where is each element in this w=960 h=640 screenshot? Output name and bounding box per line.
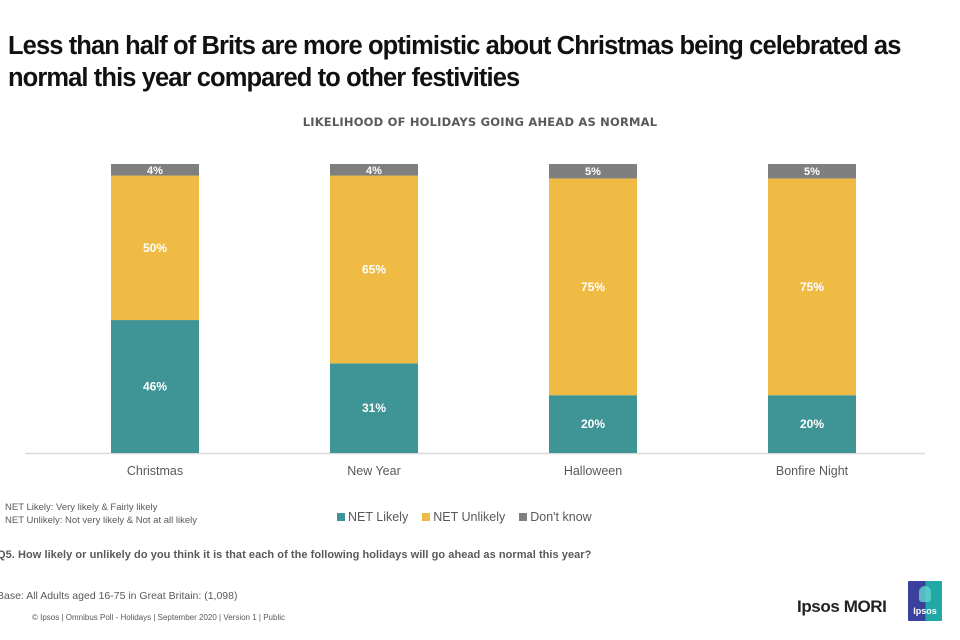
data-label-halloween-net-unlikely: 75% bbox=[581, 280, 605, 294]
logo-head-shape bbox=[919, 586, 931, 602]
bar-segment-new-year-net-unlikely bbox=[330, 175, 418, 364]
data-label-halloween-net-likely: 20% bbox=[581, 417, 605, 431]
bar-segment-christmas-net-unlikely bbox=[111, 175, 199, 321]
x-tick-label-new-year: New Year bbox=[347, 464, 401, 478]
survey-question: Q5. How likely or unlikely do you think … bbox=[0, 549, 592, 561]
bar-segment-bonfire-night-net-likely bbox=[768, 395, 856, 453]
legend-swatch-dont-know bbox=[519, 513, 528, 521]
data-label-new-year-net-likely: 31% bbox=[362, 401, 386, 415]
data-label-christmas-net-likely: 46% bbox=[143, 380, 167, 394]
bar-segment-halloween-don-t-know bbox=[549, 164, 637, 179]
data-label-new-year-net-unlikely: 65% bbox=[362, 262, 386, 276]
legend-swatch-net-likely bbox=[337, 513, 345, 521]
footer-copyright: © Ipsos | Omnibus Poll - Holidays | Sept… bbox=[32, 613, 285, 622]
bar-segment-bonfire-night-net-unlikely bbox=[768, 178, 856, 396]
bar-segment-new-year-net-likely bbox=[330, 363, 418, 453]
sample-base: Base: All Adults aged 16-75 in Great Bri… bbox=[0, 590, 238, 602]
data-label-christmas-net-unlikely: 50% bbox=[143, 241, 167, 255]
note-net-unlikely: NET Unlikely: Not very likely & Not at a… bbox=[5, 515, 197, 526]
x-tick-label-christmas: Christmas bbox=[127, 464, 183, 478]
x-tick-label-bonfire-night: Bonfire Night bbox=[776, 464, 849, 478]
definitions-notes: NET Likely: Very likely & Fairly likely … bbox=[5, 501, 197, 527]
data-label-bonfire-night-net-likely: 20% bbox=[800, 417, 824, 431]
chart-legend: NET Likely NET Unlikely Don't know bbox=[337, 510, 592, 524]
stacked-bar-chart: 46% 50% 4% Christmas 31% 65% 4% New Year 20% 75% 5… bbox=[25, 164, 925, 478]
data-label-new-year-don-t-know: 4% bbox=[366, 165, 382, 177]
x-tick-label-halloween: Halloween bbox=[564, 464, 622, 478]
legend-item-net-unlikely: NET Unlikely bbox=[422, 510, 505, 524]
data-label-bonfire-night-don-t-know: 5% bbox=[804, 166, 820, 178]
bar-segment-halloween-net-likely bbox=[549, 395, 637, 453]
brand-name: Ipsos MORI bbox=[797, 597, 887, 616]
legend-label: NET Unlikely bbox=[433, 510, 506, 524]
data-label-halloween-don-t-know: 5% bbox=[585, 166, 601, 178]
bar-segment-halloween-net-unlikely bbox=[549, 178, 637, 396]
note-net-likely: NET Likely: Very likely & Fairly likely bbox=[5, 502, 158, 513]
legend-label: Don't know bbox=[530, 510, 592, 524]
legend-item-net-likely: NET Likely bbox=[337, 510, 408, 524]
bar-segment-bonfire-night-don-t-know bbox=[768, 164, 856, 179]
bar-segment-new-year-don-t-know bbox=[330, 164, 418, 176]
ipsos-logo-icon: Ipsos bbox=[908, 581, 942, 621]
bar-segment-christmas-net-likely bbox=[111, 320, 199, 453]
logo-text: Ipsos bbox=[913, 606, 937, 616]
data-label-bonfire-night-net-unlikely: 75% bbox=[800, 280, 824, 294]
legend-item-dont-know: Don't know bbox=[519, 510, 592, 524]
bar-segment-christmas-don-t-know bbox=[111, 164, 199, 176]
slide-title: Less than half of Brits are more optimis… bbox=[8, 32, 901, 92]
legend-label: NET Likely bbox=[348, 510, 409, 524]
chart-title: LIKELIHOOD OF HOLIDAYS GOING AHEAD AS NO… bbox=[302, 115, 658, 129]
legend-swatch-net-unlikely bbox=[422, 513, 431, 521]
data-label-christmas-don-t-know: 4% bbox=[147, 165, 163, 177]
